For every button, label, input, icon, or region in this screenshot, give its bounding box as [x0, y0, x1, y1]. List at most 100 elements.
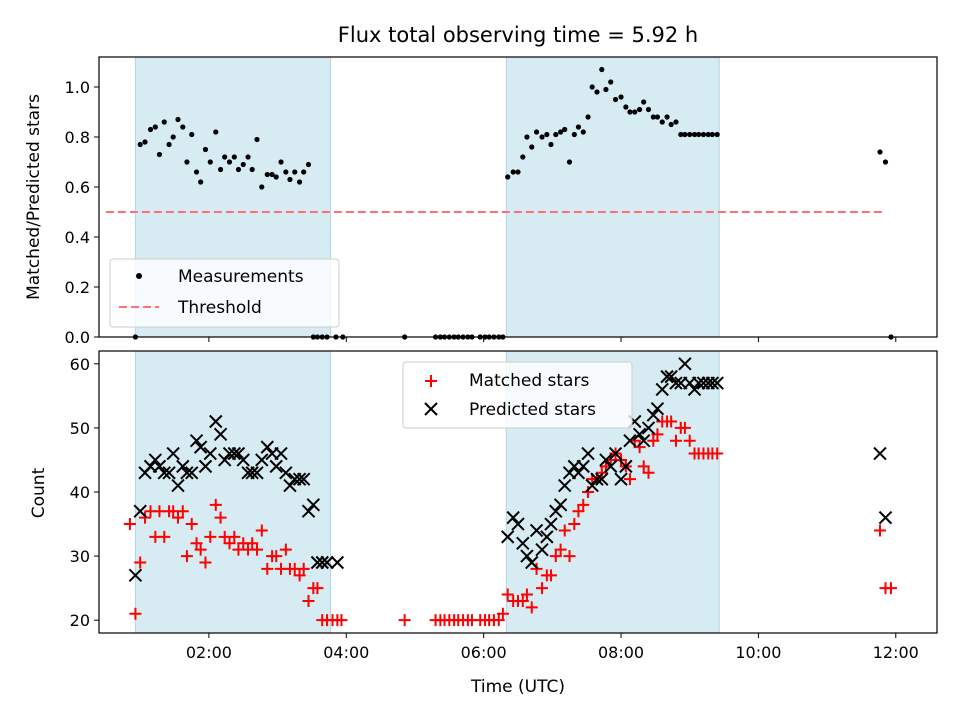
matched-star-point: [582, 486, 595, 498]
matched-star-point: [516, 594, 529, 607]
measurement-point: [682, 131, 688, 138]
matched-star-point: [520, 588, 533, 601]
matched-star-point: [129, 607, 142, 620]
measurement-point: [553, 131, 559, 138]
predicted-star-point: [152, 459, 167, 474]
predicted-star-point: [217, 453, 232, 467]
matched-star-point: [261, 562, 274, 575]
predicted-star-point: [236, 453, 250, 467]
matched-star-point: [525, 601, 538, 614]
measurement-point: [664, 114, 670, 120]
matched-star-point: [642, 466, 655, 479]
legend-predicted-marker: [424, 402, 438, 416]
measurement-point: [575, 124, 582, 130]
matched-star-point: [335, 614, 348, 627]
predicted-star-point: [245, 466, 259, 480]
predicted-star-point: [535, 542, 549, 557]
xtick-label: 10:00: [735, 643, 781, 662]
bot-ytick-label: 60: [70, 355, 90, 374]
matched-star-point: [250, 543, 263, 556]
matched-star-point: [180, 550, 193, 563]
matched-star-point: [302, 594, 315, 607]
predicted-star-point: [296, 472, 311, 486]
predicted-star-point: [641, 421, 656, 435]
xtick-label: 04:00: [323, 643, 369, 662]
predicted-star-point: [301, 504, 316, 518]
measurement-point: [249, 166, 255, 173]
matched-star-point: [228, 530, 241, 543]
legend-measurements-label: Measurements: [178, 267, 304, 287]
measurement-point: [515, 169, 521, 175]
predicted-star-point: [623, 434, 637, 448]
matched-star-point: [544, 569, 557, 582]
measurement-point: [627, 109, 633, 115]
predicted-star-point: [636, 434, 651, 448]
matched-star-point: [171, 511, 184, 524]
measurement-point: [580, 129, 586, 135]
measurement-point: [245, 154, 251, 160]
predicted-star-point: [306, 498, 321, 512]
measurement-point: [254, 136, 260, 143]
bottom-legend: Matched stars Predicted stars: [402, 361, 633, 429]
measurement-point: [292, 169, 298, 175]
predicted-star-point: [614, 472, 628, 486]
xtick-label: 06:00: [461, 643, 507, 662]
measurement-point: [700, 131, 707, 138]
predicted-star-point: [171, 478, 185, 493]
measurement-point: [287, 176, 293, 183]
measurement-point: [645, 106, 652, 113]
top-ytick-label: 0.2: [65, 278, 90, 297]
measurement-point: [240, 161, 246, 168]
measurement-point: [882, 159, 889, 165]
measurement-point: [202, 146, 209, 153]
measurement-point: [673, 119, 679, 125]
predicted-star-point: [646, 408, 661, 422]
predicted-star-point: [691, 376, 706, 390]
measurement-point: [147, 126, 154, 133]
measurement-point: [264, 171, 270, 178]
matched-star-point: [496, 607, 509, 620]
measurement-point: [571, 131, 577, 138]
legend-matched-marker: [425, 375, 437, 387]
matched-star-point: [209, 498, 222, 511]
measurement-point: [235, 166, 242, 173]
measurement-point: [259, 184, 265, 190]
measurement-point: [529, 144, 535, 150]
matched-star-point: [270, 550, 283, 563]
predicted-star-point: [148, 453, 163, 467]
predicted-star-point: [549, 504, 563, 518]
measurement-point: [175, 116, 181, 123]
predicted-star-point: [553, 498, 568, 512]
matched-star-point: [623, 473, 636, 486]
measurement-point: [603, 86, 609, 93]
matched-star-point: [190, 537, 203, 550]
predicted-star-point: [558, 478, 572, 493]
predicted-star-point: [279, 466, 293, 480]
predicted-star-point: [632, 427, 647, 442]
matched-star-point: [311, 582, 324, 595]
predicted-star-point: [193, 440, 208, 454]
predicted-star-point: [255, 453, 269, 467]
predicted-star-point: [660, 369, 674, 384]
matched-star-point: [501, 588, 514, 601]
predicted-star-point: [590, 472, 604, 486]
measurement-point: [189, 131, 195, 138]
matched-star-point: [246, 537, 259, 550]
predicted-star-point: [315, 555, 329, 570]
measurement-point: [557, 129, 564, 135]
matched-star-point: [554, 543, 567, 556]
measurement-point: [654, 114, 661, 120]
measurement-point: [678, 131, 684, 138]
predicted-star-point: [189, 434, 204, 448]
measurement-point: [213, 129, 219, 135]
bot-ytick-label: 50: [70, 419, 90, 438]
matched-star-point: [595, 466, 608, 479]
measurement-point: [296, 179, 303, 185]
predicted-star-point: [585, 478, 599, 493]
measurement-point: [539, 134, 545, 140]
measurement-point: [566, 159, 573, 165]
xtick-label: 02:00: [186, 643, 232, 662]
predicted-star-point: [650, 401, 665, 416]
predicted-star-point: [608, 446, 623, 461]
